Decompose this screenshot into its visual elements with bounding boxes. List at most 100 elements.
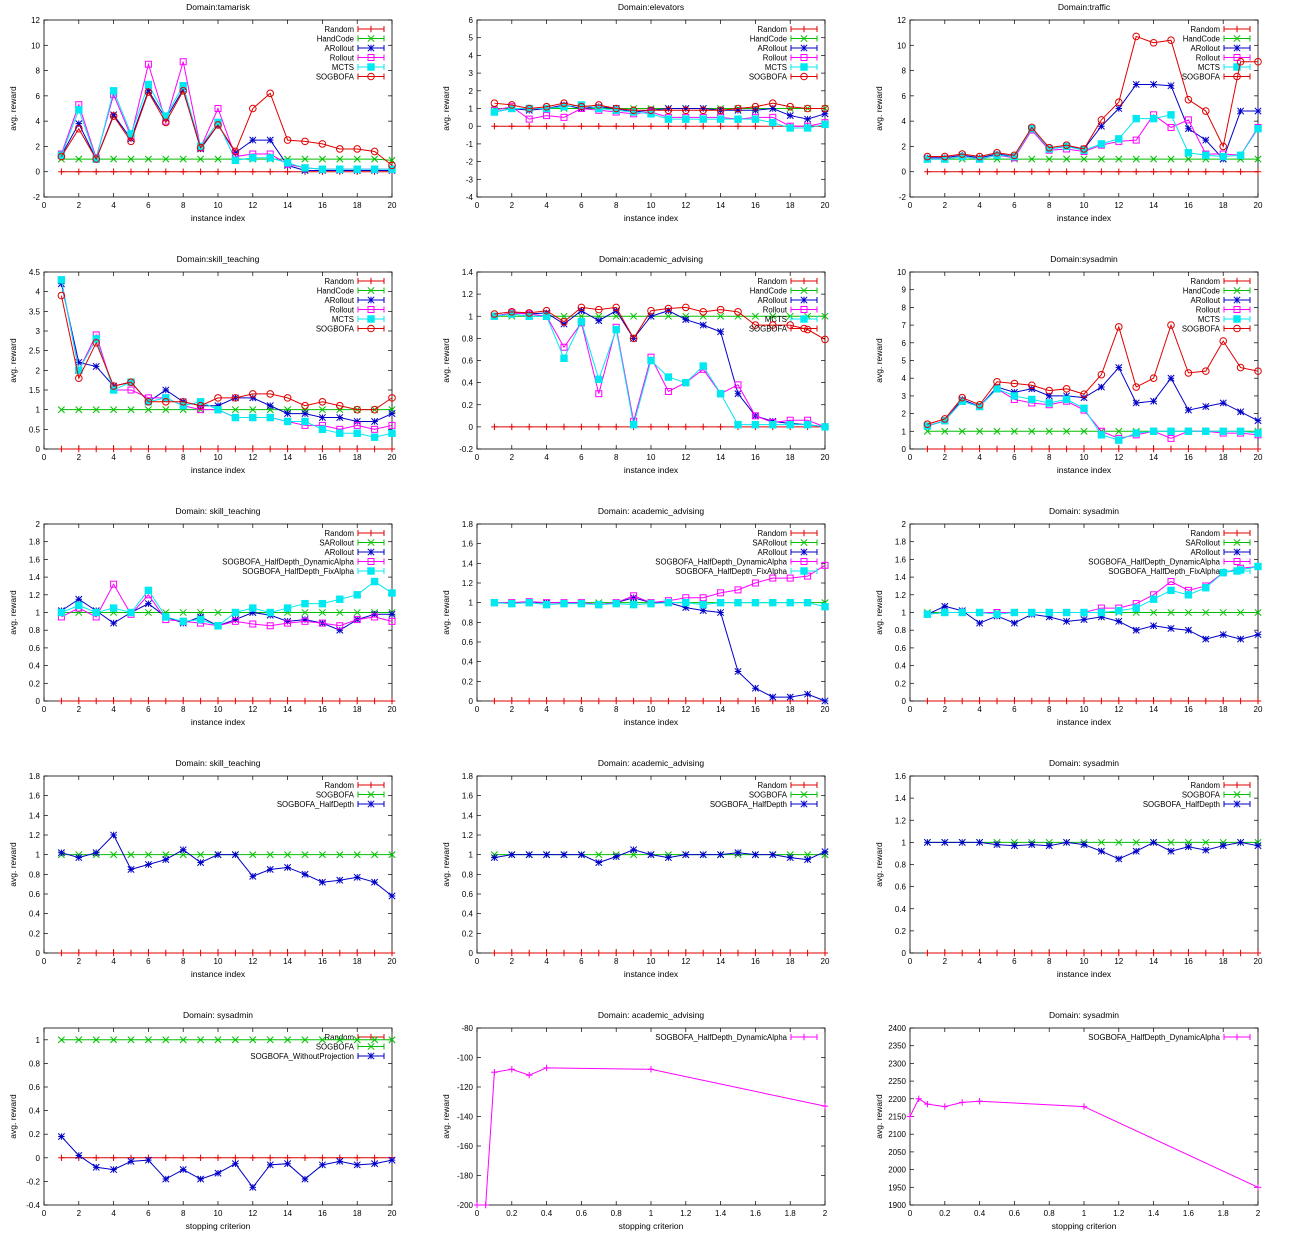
- data-point: [976, 427, 984, 435]
- data-point: [941, 1103, 948, 1110]
- data-point: [1010, 379, 1019, 388]
- legend-marker: [367, 324, 375, 333]
- legend-label: HandCode: [750, 35, 787, 44]
- x-axis-label: instance index: [1057, 717, 1112, 727]
- y-tick-label: 0.6: [462, 890, 474, 899]
- data-point: [267, 168, 274, 175]
- data-point: [284, 1036, 292, 1044]
- data-point: [249, 608, 257, 617]
- series-Rollout: [923, 385, 1262, 442]
- data-point: [266, 413, 274, 422]
- x-tick-label: 4: [544, 705, 549, 714]
- data-point: [525, 598, 533, 607]
- data-point: [1150, 697, 1157, 705]
- data-point: [1149, 427, 1158, 436]
- data-point: [284, 1160, 292, 1168]
- data-point: [179, 58, 187, 66]
- y-tick-label: 9: [902, 286, 907, 295]
- y-tick-label: -0.2: [26, 1177, 40, 1186]
- y-tick-label: 4: [902, 374, 907, 383]
- data-point: [664, 312, 672, 320]
- data-point: [508, 949, 515, 957]
- data-point: [595, 949, 602, 957]
- data-point: [577, 599, 586, 608]
- data-point: [664, 104, 672, 113]
- data-point: [371, 1036, 379, 1044]
- y-tick-label: 2150: [888, 1113, 906, 1122]
- data-point: [1028, 841, 1036, 849]
- data-point: [336, 851, 344, 859]
- x-tick-label: 2: [77, 705, 82, 714]
- y-tick-label: 1.2: [462, 290, 474, 299]
- series-ARollout: [923, 602, 1262, 643]
- y-tick-label: -120: [457, 1083, 474, 1092]
- data-point: [318, 851, 326, 859]
- data-point: [197, 1175, 205, 1183]
- data-point: [941, 427, 949, 435]
- legend-marker: [800, 538, 808, 547]
- data-point: [92, 339, 100, 347]
- data-point: [1045, 838, 1053, 846]
- x-tick-label: 1: [649, 1209, 654, 1218]
- data-point: [1063, 838, 1071, 846]
- data-point: [371, 613, 379, 621]
- data-point: [682, 604, 690, 612]
- data-point: [1237, 838, 1245, 846]
- data-point: [1237, 168, 1244, 175]
- data-point: [127, 1036, 135, 1044]
- data-point: [1115, 155, 1123, 163]
- data-point: [336, 697, 343, 705]
- y-tick-label: 0.8: [29, 1059, 41, 1068]
- x-tick-label: 0: [475, 201, 480, 210]
- data-point: [109, 382, 118, 390]
- data-point: [490, 108, 499, 116]
- x-tick-label: 14: [283, 201, 292, 210]
- legend-marker: [1233, 306, 1241, 313]
- data-point: [804, 949, 811, 957]
- data-point: [1254, 1184, 1262, 1191]
- data-point: [647, 312, 655, 320]
- legend-label: MCTS: [765, 63, 787, 72]
- data-point: [647, 697, 655, 705]
- chart-panel: Domain: sysadmin 0 2 4 6 8 10 12 14 16 18 20 0 0.2 0.4…: [866, 756, 1299, 1008]
- data-point: [214, 105, 222, 112]
- data-point: [1062, 608, 1071, 617]
- series-MCTS: [57, 80, 396, 173]
- data-point: [959, 168, 966, 175]
- data-point: [127, 697, 135, 705]
- data-point: [371, 697, 378, 705]
- legend-label: SOGBOFA: [749, 791, 788, 800]
- data-point: [318, 1036, 326, 1044]
- data-point: [249, 104, 257, 113]
- data-point: [647, 599, 655, 608]
- data-point: [1254, 168, 1262, 175]
- data-point: [751, 684, 759, 692]
- data-point: [144, 87, 152, 95]
- data-point: [560, 317, 568, 326]
- data-point: [371, 851, 379, 859]
- data-point: [525, 309, 533, 317]
- x-tick-label: 16: [318, 705, 327, 714]
- data-point: [543, 112, 551, 120]
- data-point: [354, 445, 361, 453]
- x-tick-label: 0.6: [1009, 1209, 1021, 1218]
- data-point: [1219, 427, 1227, 436]
- y-tick-label: 0: [36, 697, 41, 706]
- y-tick-label: -2: [899, 193, 907, 202]
- data-point: [336, 413, 344, 422]
- x-tick-label: 20: [388, 1209, 397, 1218]
- data-point: [58, 445, 65, 453]
- data-point: [682, 303, 690, 312]
- data-point: [1115, 98, 1123, 106]
- data-point: [57, 608, 66, 617]
- data-point: [1046, 697, 1053, 705]
- x-tick-label: 16: [318, 957, 327, 966]
- data-point: [1167, 838, 1175, 846]
- data-point: [249, 168, 256, 175]
- data-point: [354, 949, 361, 957]
- data-point: [92, 362, 100, 370]
- data-point: [751, 312, 759, 320]
- legend-marker: [1233, 44, 1241, 52]
- data-point: [560, 423, 568, 431]
- data-point: [993, 949, 1001, 957]
